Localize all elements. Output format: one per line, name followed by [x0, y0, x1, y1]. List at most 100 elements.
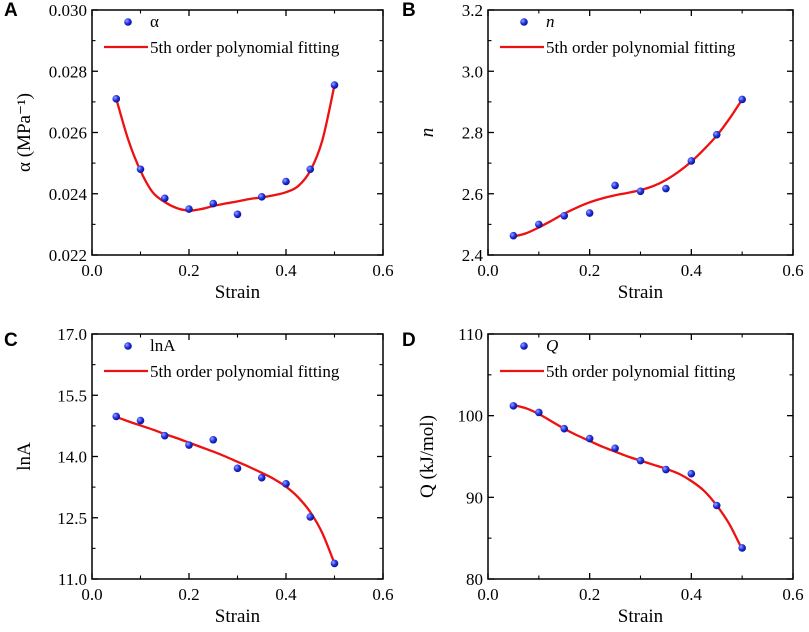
data-point — [330, 81, 339, 89]
data-point — [662, 184, 670, 193]
data-point — [160, 431, 169, 440]
x-tick-label: 0.4 — [275, 261, 297, 280]
fit-curve — [513, 403, 744, 551]
data-point — [611, 444, 619, 453]
x-tick-label: 0.2 — [579, 585, 600, 604]
y-tick-label: 11.0 — [58, 570, 87, 589]
y-tick-label: 0.026 — [49, 124, 87, 143]
x-axis-label: Strain — [215, 282, 261, 303]
x-tick-label: 0.4 — [681, 585, 703, 604]
data-point — [112, 95, 121, 103]
x-tick-label: 0.6 — [782, 585, 803, 604]
x-tick-label: 0.2 — [579, 261, 600, 280]
x-tick-label: 0.6 — [782, 261, 803, 280]
data-point — [636, 187, 645, 196]
panel-b: B 0.0 0.2 0.4 0.6 2.4 2.6 2.8 3.0 3.2 Strain n n 5th … — [402, 0, 804, 303]
panel-letter: B — [402, 0, 416, 21]
data-point — [687, 157, 696, 165]
legend-label-fit: 5th order polynomial fitting — [150, 38, 340, 57]
panel-a: A 0.0 0.2 0.4 0.6 0.022 0.024 0.026 0.028 0.030 St… — [4, 0, 394, 303]
x-tick-label: 0.2 — [178, 261, 199, 280]
data-point — [535, 408, 543, 417]
data-point — [712, 130, 721, 139]
y-tick-label: 0.028 — [49, 62, 87, 81]
x-axis-label: Strain — [215, 606, 261, 627]
data-point — [233, 464, 242, 473]
fit-curve — [115, 415, 336, 564]
legend-label-points: Q — [546, 336, 558, 355]
data-point — [738, 95, 746, 104]
y-tick-label: 2.8 — [462, 124, 483, 143]
y-tick-label: 0.024 — [49, 185, 88, 204]
y-axis-label: α (MPa⁻¹) — [14, 93, 35, 172]
data-point — [136, 165, 145, 174]
y-tick-label: 14.0 — [57, 448, 87, 467]
data-point — [185, 205, 193, 213]
panel-letter: D — [402, 330, 416, 351]
x-axis-label: Strain — [618, 606, 664, 627]
data-point — [330, 559, 339, 568]
x-tick-label: 0.2 — [178, 585, 199, 604]
x-tick-label: 0.0 — [81, 585, 102, 604]
data-point — [585, 209, 594, 217]
legend-label-points: α — [150, 12, 159, 31]
data-point — [257, 473, 266, 482]
panel-c: C 0.0 0.2 0.4 0.6 11.0 12.5 14.0 15.5 17.0 Strain l… — [4, 325, 394, 627]
y-axis-label: n — [417, 128, 438, 138]
data-point — [509, 231, 518, 240]
data-point — [233, 210, 242, 219]
data-point — [306, 513, 315, 521]
y-tick-label: 80 — [466, 570, 483, 589]
panel-d: D 0.0 0.2 0.4 0.6 80 90 100 110 Strain Q (kJ/mol) Q… — [402, 325, 804, 627]
x-tick-label: 0.0 — [477, 585, 498, 604]
data-point — [535, 220, 543, 229]
panel-letter: A — [4, 0, 18, 21]
data-point — [687, 469, 696, 478]
panel-letter: C — [4, 330, 18, 351]
data-point — [738, 544, 746, 552]
legend-marker-points — [520, 18, 528, 26]
data-point — [560, 212, 569, 220]
legend-marker-points — [520, 342, 528, 350]
x-axis-label: Strain — [618, 282, 664, 303]
data-point — [160, 194, 169, 203]
y-tick-label: 2.4 — [462, 246, 484, 265]
data-point — [282, 480, 290, 488]
data-point — [712, 501, 721, 510]
y-tick-label: 100 — [458, 407, 484, 426]
data-point — [306, 165, 315, 174]
data-point — [209, 199, 218, 208]
data-point — [112, 412, 121, 421]
legend-marker-points — [124, 342, 132, 350]
y-tick-label: 0.022 — [49, 246, 87, 265]
y-axis-label: Q (kJ/mol) — [417, 415, 438, 498]
legend-label-fit: 5th order polynomial fitting — [546, 38, 736, 57]
fit-curve — [513, 98, 744, 238]
x-tick-label: 0.0 — [477, 261, 498, 280]
y-tick-label: 90 — [466, 488, 483, 507]
x-tick-label: 0.6 — [372, 585, 393, 604]
data-point — [509, 402, 518, 410]
y-tick-label: 3.0 — [462, 62, 483, 81]
x-tick-label: 0.0 — [81, 261, 102, 280]
data-point — [560, 424, 569, 433]
legend-label-points: lnA — [150, 336, 176, 355]
data-point — [662, 465, 670, 474]
data-point — [585, 434, 594, 443]
y-axis-label: lnA — [14, 442, 35, 471]
x-tick-label: 0.6 — [372, 261, 393, 280]
x-tick-label: 0.4 — [681, 261, 703, 280]
data-point — [611, 181, 619, 190]
legend-label-fit: 5th order polynomial fitting — [546, 362, 736, 381]
y-tick-label: 17.0 — [57, 325, 87, 344]
data-point — [185, 441, 193, 449]
fit-curve — [115, 84, 336, 212]
legend-marker-points — [124, 18, 132, 26]
data-point — [257, 193, 266, 201]
data-point — [636, 456, 645, 465]
y-tick-label: 3.2 — [462, 1, 483, 20]
data-point — [209, 435, 218, 444]
y-tick-label: 15.5 — [57, 386, 87, 405]
y-tick-label: 110 — [458, 325, 483, 344]
